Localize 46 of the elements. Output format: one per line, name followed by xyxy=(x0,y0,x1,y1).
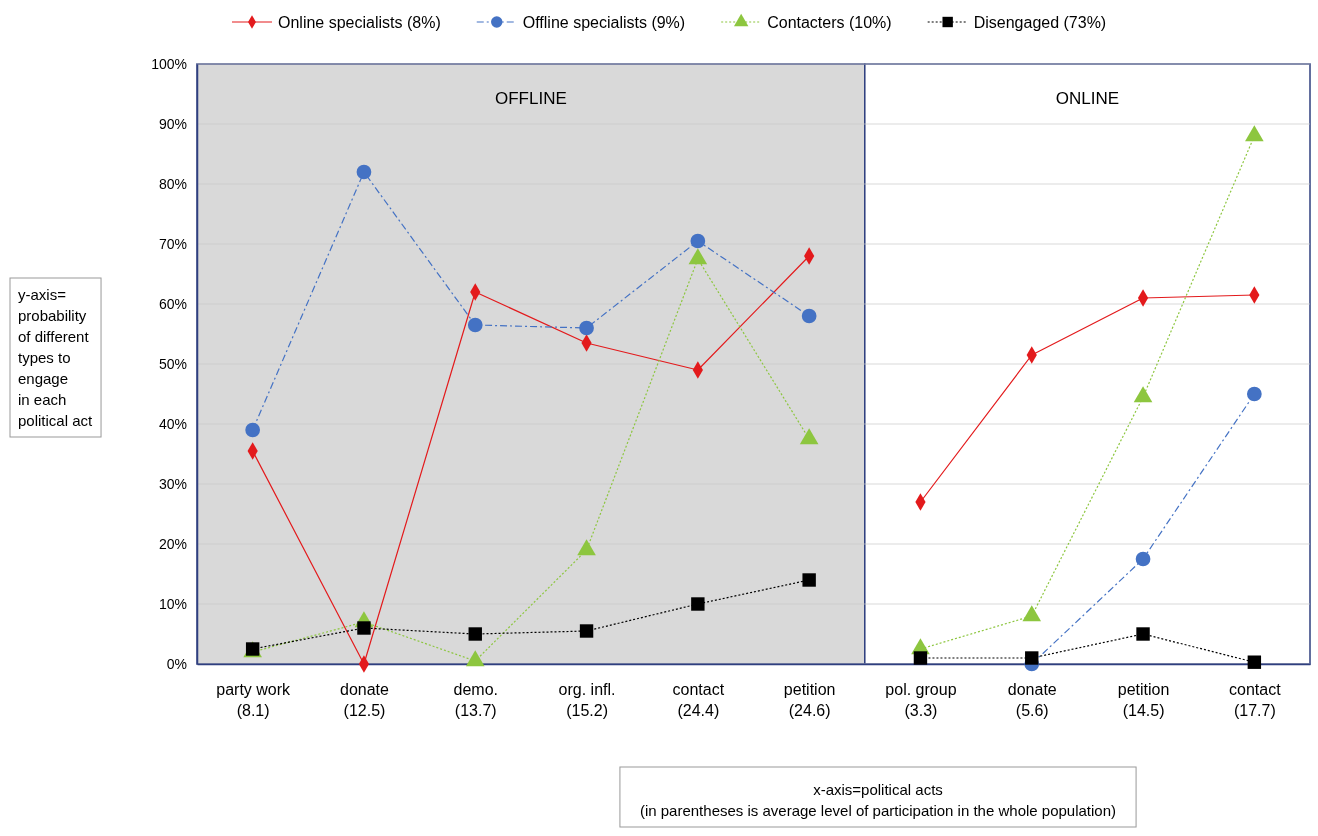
x-tick-label: petition (14.5) xyxy=(1117,681,1170,719)
x-tick-label: pol. group (3.3) xyxy=(885,681,957,719)
x-tick-label: contact (17.7) xyxy=(1229,681,1282,719)
point xyxy=(801,308,817,324)
point xyxy=(579,624,594,638)
x-tick-label: contact (24.4) xyxy=(672,681,725,719)
point xyxy=(357,621,371,635)
point xyxy=(691,597,705,611)
y-tick-label: 80% xyxy=(158,175,187,192)
legend-label: Contacters (10%) xyxy=(767,14,892,31)
y-tick-label: 60% xyxy=(158,295,187,312)
y-tick-label: 20% xyxy=(158,535,187,552)
point xyxy=(690,233,706,249)
point xyxy=(1135,551,1151,567)
x-tick-label: donate (12.5) xyxy=(339,681,390,719)
band-label: OFFLINE xyxy=(495,89,567,108)
y-tick-label: 70% xyxy=(158,235,187,252)
point xyxy=(467,317,483,333)
legend-label: Disengaged (73%) xyxy=(973,14,1107,31)
point xyxy=(245,422,261,438)
band-label: ONLINE xyxy=(1055,89,1120,108)
x-tick-label: petition (24.6) xyxy=(783,681,836,719)
point xyxy=(1247,655,1262,669)
y-tick-label: 10% xyxy=(158,595,187,612)
y-tick-label: 100% xyxy=(151,55,187,72)
point xyxy=(1136,627,1150,641)
y-axis-title: y-axis= probability of different types to engage in each political act xyxy=(18,286,94,429)
point xyxy=(1025,651,1039,665)
y-tick-label: 30% xyxy=(158,475,187,492)
point xyxy=(913,651,928,665)
point xyxy=(802,573,816,587)
point xyxy=(356,164,372,180)
point xyxy=(468,627,482,641)
x-axis-title: x-axis=political acts (in parentheses is average level of participation in the whole population) xyxy=(639,781,1117,819)
x-tick-label: party work (8.1) xyxy=(216,681,292,719)
legend-label: Online specialists (8%) xyxy=(278,14,441,31)
point xyxy=(579,320,594,336)
y-tick-label: 40% xyxy=(158,415,187,432)
point xyxy=(1246,386,1262,402)
y-tick-label: 90% xyxy=(158,115,187,132)
legend-label: Offline specialists (9%) xyxy=(522,14,686,31)
x-tick-label: demo. (13.7) xyxy=(453,681,498,719)
x-tick-label: donate (5.6) xyxy=(1007,681,1057,719)
y-tick-label: 0% xyxy=(166,655,187,672)
x-tick-label: org. infl. (15.2) xyxy=(558,681,616,719)
y-tick-label: 50% xyxy=(158,355,187,372)
